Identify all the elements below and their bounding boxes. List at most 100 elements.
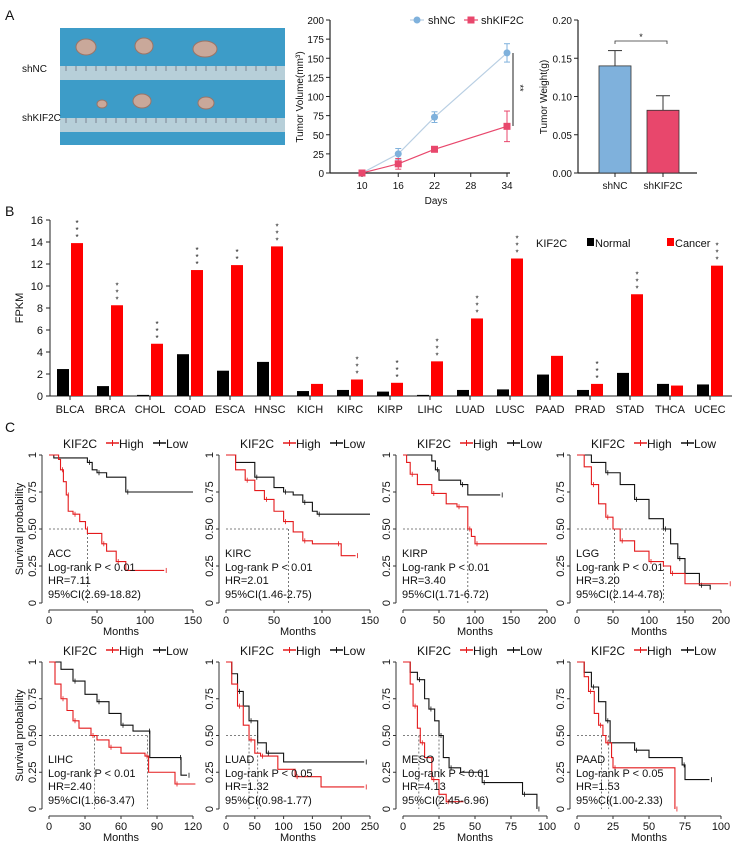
km-panel-LGG: 0 0.25 0.50 0.75 1 0 50 100 150 200 Months KIF2C Hig… <box>555 437 731 638</box>
x-tick-label: 0 <box>574 821 580 833</box>
ruler-bottom <box>60 118 285 132</box>
bar-cancer-PRAD <box>591 383 603 396</box>
bar-normal-PAAD <box>537 374 549 396</box>
x-tick-label: KIRP <box>377 404 403 416</box>
y-tick-label: 0.50 <box>381 725 393 746</box>
bar-normal-ESCA <box>217 370 229 396</box>
hazard-ratio: HR=1.32 <box>225 781 269 793</box>
km-panel-KIRP: 0 0.25 0.50 0.75 1 0 50 100 150 200 Months KIF2C Hig… <box>381 437 556 638</box>
cancer-type-label: KIRP <box>402 548 428 560</box>
y-tick-label: 1 <box>27 659 39 665</box>
x-tick-label: 16 <box>393 181 405 192</box>
bar-cancer-LIHC <box>431 361 443 396</box>
significance-star: * <box>715 249 718 258</box>
x-tick-label: UCEC <box>694 404 725 416</box>
x-tick-label: COAD <box>174 404 206 416</box>
bar-normal-KICH <box>297 391 309 396</box>
significance-star: * <box>275 222 278 231</box>
log-rank-p: Log-rank P < 0.05 <box>576 768 664 780</box>
legend-marker-shnc <box>413 16 421 24</box>
log-rank-p: Log-rank P < 0.01 <box>402 562 490 574</box>
legend-title: KIF2C <box>536 238 567 250</box>
legend-marker-shkif2c <box>467 16 475 24</box>
confidence-interval: 95%CI(1.46-2.75) <box>225 589 312 601</box>
significance-star: * <box>355 370 358 379</box>
significance-star: * <box>715 242 718 251</box>
legend-title: KIF2C <box>63 437 97 451</box>
y-tick-label: 0 <box>27 600 39 606</box>
km-curve-high <box>403 454 547 545</box>
y-tick-label: 12 <box>31 259 43 271</box>
km-panel-ACC: 0 0.25 0.50 0.75 1 0 50 100 150 Months Survival pr… <box>14 437 202 638</box>
significance-star: * <box>115 281 118 290</box>
significance-star: * <box>195 246 198 255</box>
y-tick-label: 0.20 <box>553 16 573 27</box>
y-tick-label: 1 <box>381 659 393 665</box>
y-tick-label: 2 <box>37 369 43 381</box>
x-tick-label: 0 <box>400 615 406 627</box>
x-tick-label: 150 <box>184 615 202 627</box>
x-tick-label: 250 <box>361 821 379 833</box>
hazard-ratio: HR=4.13 <box>402 781 446 793</box>
panel-label-b: B <box>5 203 14 219</box>
x-tick-label: 0 <box>46 821 52 833</box>
confidence-interval: 95%CI(2.14-4.78) <box>576 589 663 601</box>
bar-normal-KIRP <box>377 391 389 396</box>
km-curve-low <box>226 661 365 763</box>
y-tick-label: 10 <box>31 281 43 293</box>
legend-title: KIF2C <box>240 437 274 451</box>
y-tick-label: 0 <box>555 806 567 812</box>
x-tick-label: PRAD <box>575 404 606 416</box>
panel-label-a: A <box>5 7 15 23</box>
x-tick-label: THCA <box>655 404 686 416</box>
y-tick-label: 0.75 <box>204 688 216 709</box>
cancer-type-label: LIHC <box>48 754 73 766</box>
y-tick-label: 150 <box>307 54 324 65</box>
x-tick-label: 100 <box>640 615 658 627</box>
x-tick-label: 75 <box>679 821 691 833</box>
cancer-type-label: LGG <box>576 548 599 560</box>
legend-label-low: Low <box>343 644 365 658</box>
y-tick-label: 0.25 <box>381 555 393 576</box>
x-tick-label: 0 <box>223 615 229 627</box>
km-curve-high <box>49 661 196 785</box>
significance-label: * <box>639 32 643 42</box>
significance-star: * <box>475 294 478 303</box>
km-curve-low <box>49 661 187 776</box>
bar-cancer-BRCA <box>111 305 123 396</box>
y-axis-label: FPKM <box>14 293 26 324</box>
significance-star: * <box>515 235 518 244</box>
x-tick-label: ESCA <box>215 404 246 416</box>
bar-normal-LUSC <box>497 389 509 396</box>
x-tick-label: 100 <box>274 821 292 833</box>
x-axis-label: Months <box>103 832 140 844</box>
bar-normal-PRAD <box>577 389 589 396</box>
x-tick-label: 200 <box>712 615 730 627</box>
significance-star: * <box>75 226 78 235</box>
legend-label-high: High <box>473 644 498 658</box>
legend-swatch-normal <box>587 238 594 246</box>
y-tick-label: 0.25 <box>555 762 567 783</box>
x-tick-label: 100 <box>538 821 556 833</box>
y-tick-label: 1 <box>27 452 39 458</box>
x-axis-label: Months <box>457 832 494 844</box>
significance-star: * <box>115 295 118 304</box>
km-curve-low <box>577 661 710 781</box>
significance-star: * <box>155 334 158 343</box>
bar-normal-STAD <box>617 372 629 396</box>
y-tick-label: 0.75 <box>27 481 39 502</box>
x-tick-label: PAAD <box>535 404 564 416</box>
confidence-interval: 95%CI(1.71-6.72) <box>402 589 489 601</box>
legend-swatch-cancer <box>667 238 674 246</box>
significance-star: * <box>475 308 478 317</box>
x-tick-label: 50 <box>433 615 445 627</box>
data-point-shNC <box>394 150 402 158</box>
significance-star: * <box>355 356 358 365</box>
cancer-type-label: PAAD <box>576 754 605 766</box>
x-tick-label: LUSC <box>495 404 524 416</box>
km-curve-low <box>403 454 501 496</box>
y-tick-label: 1 <box>204 659 216 665</box>
data-point-shNC <box>431 113 438 121</box>
log-rank-p: Log-rank P < 0.05 <box>225 768 313 780</box>
y-axis-label: Survival probability <box>14 689 26 782</box>
